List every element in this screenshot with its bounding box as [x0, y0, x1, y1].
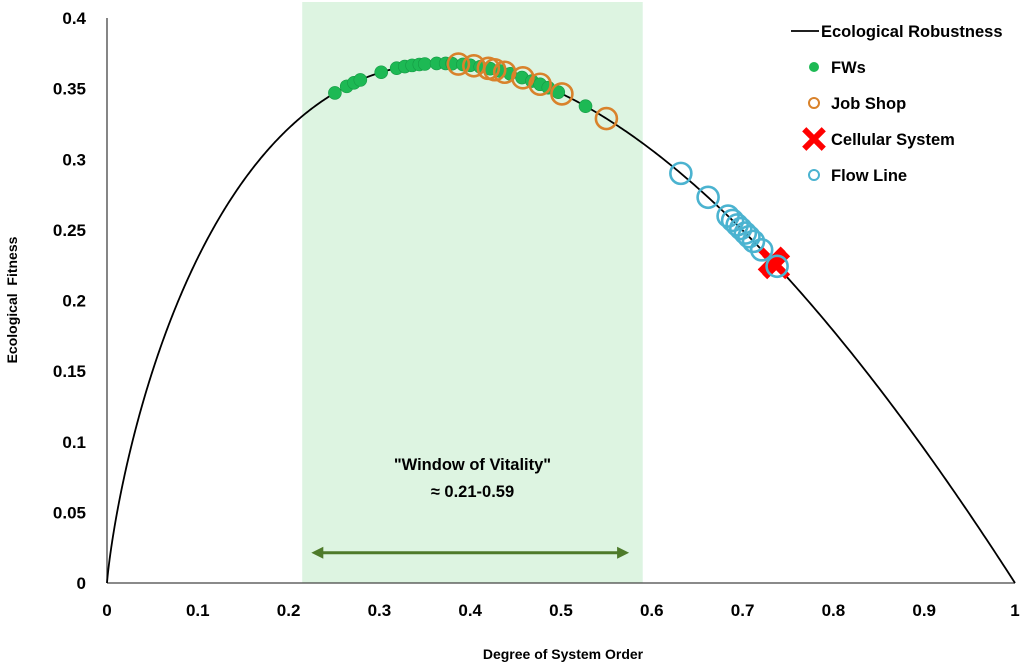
- x-axis-title: Degree of System Order: [483, 646, 644, 662]
- legend: Ecological Robustness FWs Job Shop Cellular…: [791, 23, 1003, 185]
- x-tick-label: 1: [1010, 601, 1019, 620]
- x-tick-label: 0.5: [549, 601, 573, 620]
- legend-label: Flow Line: [831, 167, 907, 185]
- y-tick-label: 0.4: [62, 9, 86, 28]
- y-axis-title: Ecological Fitness: [4, 236, 20, 363]
- x-tick-label: 0.8: [822, 601, 846, 620]
- fws-point: [353, 73, 368, 87]
- legend-dot-icon: [809, 62, 819, 72]
- job-shop-point: [446, 52, 471, 76]
- flow-line-point: [720, 208, 745, 233]
- flow-line-point: [733, 221, 758, 245]
- flow-line-point: [737, 224, 761, 249]
- job-shop-point: [594, 106, 619, 131]
- legend-item: FWs: [809, 59, 866, 77]
- fws-point: [328, 86, 342, 100]
- legend-item: Job Shop: [808, 95, 906, 113]
- window-shade: [302, 2, 643, 583]
- x-tick-label: 0.4: [458, 601, 482, 620]
- x-tick-label: 0.9: [912, 601, 936, 620]
- y-tick-label: 0.25: [53, 221, 86, 240]
- y-tick-label: 0.05: [53, 503, 86, 522]
- cross-stroke: [802, 127, 826, 151]
- y-tick-label: 0.1: [62, 433, 86, 452]
- x-tick-label: 0.6: [640, 601, 664, 620]
- y-tick-label: 0.35: [53, 80, 86, 99]
- legend-circle-icon: [808, 97, 820, 109]
- legend-item: Flow Line: [808, 167, 907, 185]
- flow-line-point: [741, 229, 766, 254]
- x-tick-label: 0.3: [368, 601, 392, 620]
- job-shop-point: [550, 82, 574, 106]
- window-of-vitality-region: [302, 2, 643, 583]
- y-tick-label: 0.2: [62, 292, 86, 311]
- window-label: "Window of Vitality": [394, 456, 551, 474]
- fws-point: [417, 57, 432, 71]
- y-tick-label: 0.15: [53, 362, 86, 381]
- data-points: [328, 52, 791, 280]
- cross-stroke: [762, 251, 791, 280]
- flow-line-point: [728, 216, 753, 241]
- legend-label: Job Shop: [831, 95, 906, 113]
- legend-circle-icon: [808, 169, 820, 181]
- axes: 0 0.1 0.2 0.3 0.4 0.5 0.6 0.7 0.8 0.9 1 0 0.05 0.1 0.1…: [53, 9, 1020, 620]
- window-range-arrow: [311, 546, 630, 559]
- flow-line-point: [765, 254, 789, 279]
- job-shop-point: [482, 57, 507, 82]
- flow-line-point: [725, 213, 749, 237]
- flow-line-point: [669, 161, 693, 186]
- legend-item: Cellular System: [802, 127, 955, 151]
- y-tick-label: 0: [77, 574, 86, 593]
- legend-label: Cellular System: [831, 131, 955, 149]
- job-shop-point: [528, 72, 552, 97]
- arrow-head-right: [617, 546, 630, 559]
- x-tick-label: 0.1: [186, 601, 210, 620]
- legend-label: FWs: [831, 59, 866, 77]
- x-tick-label: 0: [102, 601, 111, 620]
- axis-titles: Degree of System Order Ecological Fitnes…: [4, 236, 644, 662]
- window-range-label: ≈ 0.21-0.59: [431, 483, 514, 501]
- x-tick-label: 0.7: [731, 601, 755, 620]
- legend-item: Ecological Robustness: [791, 23, 1003, 41]
- fws-point: [578, 99, 593, 113]
- flow-line-point: [696, 185, 720, 210]
- x-tick-label: 0.2: [277, 601, 301, 620]
- fws-point: [374, 65, 389, 80]
- arrow-head-left: [311, 546, 324, 559]
- legend-label: Ecological Robustness: [821, 23, 1003, 41]
- flow-line-point: [749, 238, 774, 262]
- legend-x-icon: [802, 127, 826, 151]
- y-tick-label: 0.3: [62, 150, 86, 169]
- window-annotation: "Window of Vitality" ≈ 0.21-0.59: [311, 456, 630, 559]
